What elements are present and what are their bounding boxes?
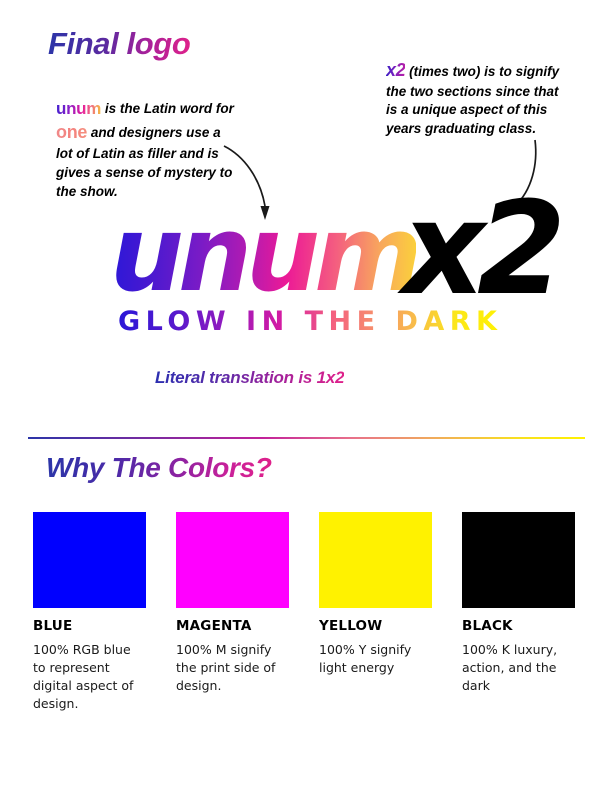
swatch-chip-magenta bbox=[176, 512, 289, 608]
swatch-description-magenta: 100% M signify the print side of design. bbox=[176, 642, 276, 694]
swatch-chip-black bbox=[462, 512, 575, 608]
annotation-highlight-unum: unum bbox=[56, 97, 101, 120]
logo-word-x2: x2 bbox=[402, 175, 566, 324]
swatch-name-black: BLACK bbox=[462, 618, 513, 634]
swatch-cell-black: BLACK 100% K luxury, action, and the dar… bbox=[462, 512, 575, 714]
swatch-description-yellow: 100% Y signify light energy bbox=[319, 642, 412, 676]
left-annotation-text: unum is the Latin word for one and desig… bbox=[56, 97, 238, 201]
annotation-highlight-x2: x2 bbox=[386, 58, 406, 83]
swatch-name-blue: BLUE bbox=[33, 618, 73, 634]
section-divider bbox=[28, 437, 585, 439]
logo-word-unum: unum bbox=[110, 193, 422, 315]
page-title: Final logo bbox=[48, 26, 191, 61]
swatch-description-blue: 100% RGB blue to represent digital aspec… bbox=[33, 642, 134, 712]
logo-wordmark: unumx2 bbox=[110, 186, 566, 315]
logo-tagline: GLOW IN THE DARK bbox=[118, 306, 503, 337]
swatch-cell-blue: BLUE 100% RGB blue to represent digital … bbox=[33, 512, 146, 714]
swatch-description-black: 100% K luxury, action, and the dark bbox=[462, 642, 558, 694]
annotation-left-text-b: and designers use a lot of Latin as fill… bbox=[56, 125, 233, 199]
right-annotation-text: x2 (times two) is to signify the two sec… bbox=[386, 58, 572, 139]
why-colors-heading: Why The Colors? bbox=[46, 452, 272, 483]
swatch-cell-magenta: MAGENTA 100% M signify the print side of… bbox=[176, 512, 289, 714]
swatch-name-yellow: YELLOW bbox=[319, 618, 383, 634]
annotation-right-body: (times two) is to signify the two sectio… bbox=[386, 64, 560, 137]
swatch-name-magenta: MAGENTA bbox=[176, 618, 252, 634]
color-swatch-grid: BLUE 100% RGB blue to represent digital … bbox=[33, 512, 580, 714]
swatch-chip-yellow bbox=[319, 512, 432, 608]
annotation-highlight-one: one bbox=[56, 120, 87, 145]
swatch-cell-yellow: YELLOW 100% Y signify light energy bbox=[319, 512, 432, 714]
logo-lockup: unumx2 GLOW IN THE DARK bbox=[110, 168, 566, 340]
swatch-chip-blue bbox=[33, 512, 146, 608]
literal-translation-text: Literal translation is 1x2 bbox=[155, 368, 345, 387]
annotation-left-text-a: is the Latin word for bbox=[101, 101, 234, 116]
